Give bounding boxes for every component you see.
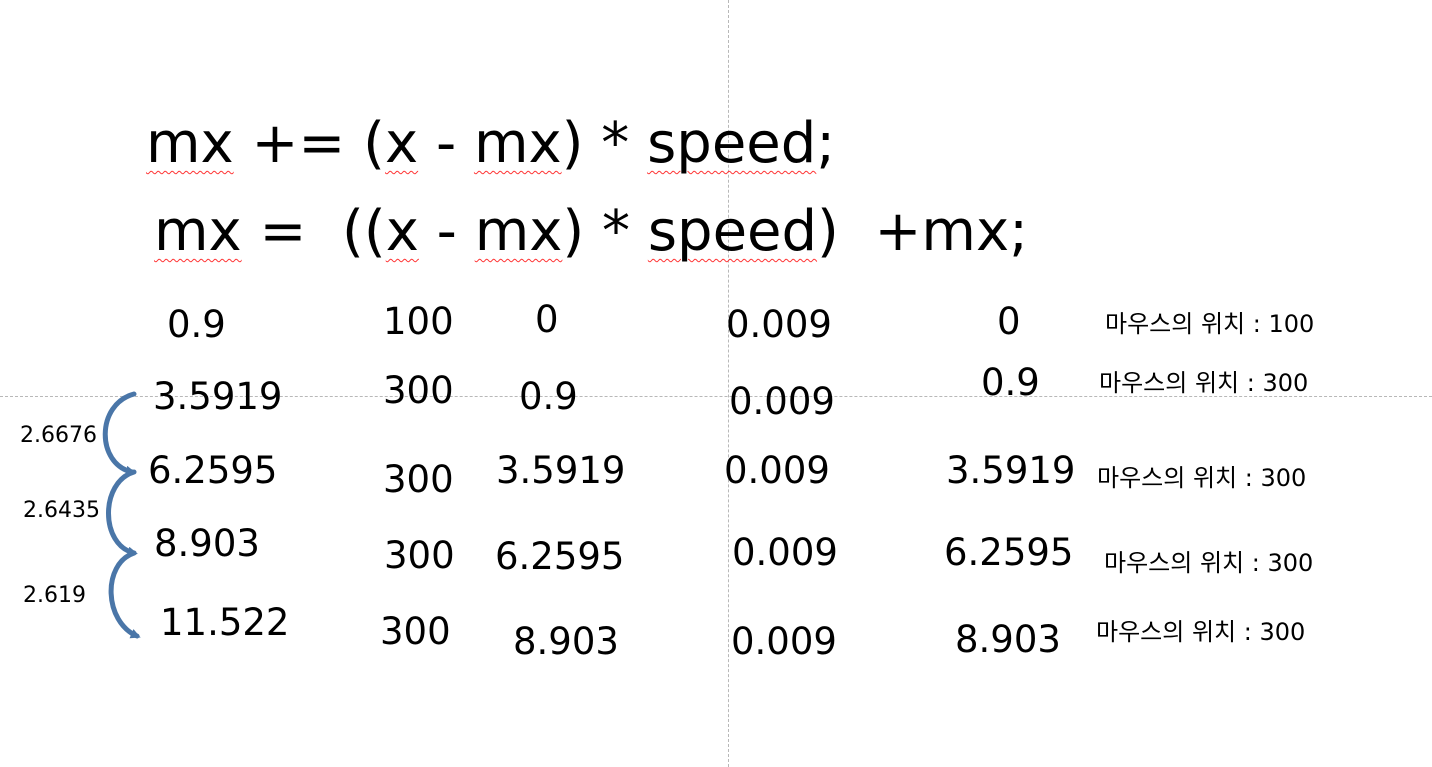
row-3-mouse-label: 마우스의 위치 : 300 — [1104, 549, 1314, 577]
vertical-guide-line — [728, 0, 729, 767]
row-1-prev-mx: 0.9 — [981, 361, 1040, 404]
arrow-curve-3 — [108, 550, 141, 639]
row-3-mx: 6.2595 — [495, 535, 625, 578]
row-2-product: 0.009 — [724, 449, 830, 492]
row-3-result: 8.903 — [154, 522, 260, 565]
row-0-prev-mx: 0 — [997, 300, 1021, 343]
formula-1-end: ; — [816, 111, 836, 176]
difference-label-1: 2.6676 — [20, 423, 97, 448]
formula-line-1: mx += (x - mx) * speed; — [146, 116, 835, 172]
row-4-x: 300 — [380, 610, 451, 653]
row-2-x: 300 — [383, 458, 454, 501]
formula-2-mx2: mx — [474, 199, 563, 264]
arrow-curve-2 — [106, 469, 138, 557]
formula-2-mx: mx — [154, 199, 242, 264]
row-0-product: 0.009 — [726, 303, 832, 346]
row-4-mx: 8.903 — [513, 620, 619, 663]
formula-1-op: += ( — [233, 111, 386, 176]
formula-1-x: x — [385, 111, 419, 176]
row-1-result: 3.5919 — [153, 375, 283, 418]
row-0-x: 100 — [383, 300, 454, 343]
row-4-prev-mx: 8.903 — [955, 618, 1061, 661]
formula-1-minus: - — [418, 111, 474, 176]
row-1-x: 300 — [383, 369, 454, 412]
row-4-mouse-label: 마우스의 위치 : 300 — [1096, 618, 1306, 646]
formula-1-mx2: mx — [473, 111, 562, 176]
row-1-mouse-label: 마우스의 위치 : 300 — [1099, 369, 1309, 397]
formula-2-op: = (( — [241, 199, 386, 264]
row-2-prev-mx: 3.5919 — [946, 449, 1076, 492]
row-2-result: 6.2595 — [148, 449, 278, 492]
row-1-product: 0.009 — [729, 380, 835, 423]
formula-2-x: x — [385, 199, 419, 264]
row-4-product: 0.009 — [731, 620, 837, 663]
row-2-mouse-label: 마우스의 위치 : 300 — [1097, 464, 1307, 492]
formula-2-end: ) +mx; — [817, 199, 1028, 264]
row-1-mx: 0.9 — [519, 375, 578, 418]
row-3-prev-mx: 6.2595 — [944, 531, 1074, 574]
formula-1-close: ) * — [561, 111, 648, 176]
row-0-result: 0.9 — [167, 303, 226, 346]
formula-2-close: ) * — [562, 199, 648, 264]
formula-2-speed: speed — [647, 199, 818, 264]
difference-label-2: 2.6435 — [23, 498, 100, 523]
row-3-product: 0.009 — [732, 531, 838, 574]
row-2-mx: 3.5919 — [496, 449, 626, 492]
formula-2-minus: - — [418, 199, 475, 264]
row-3-x: 300 — [384, 534, 455, 577]
row-0-mouse-label: 마우스의 위치 : 100 — [1105, 310, 1315, 338]
horizontal-guide-line — [0, 396, 1432, 397]
row-4-result: 11.522 — [160, 601, 290, 644]
formula-line-2: mx = ((x - mx) * speed) +mx; — [154, 204, 1028, 260]
difference-label-3: 2.619 — [23, 583, 86, 608]
row-0-mx: 0 — [535, 298, 559, 341]
formula-1-speed: speed — [647, 111, 817, 176]
formula-1-mx: mx — [146, 111, 234, 176]
arrow-curve-1 — [102, 391, 137, 476]
